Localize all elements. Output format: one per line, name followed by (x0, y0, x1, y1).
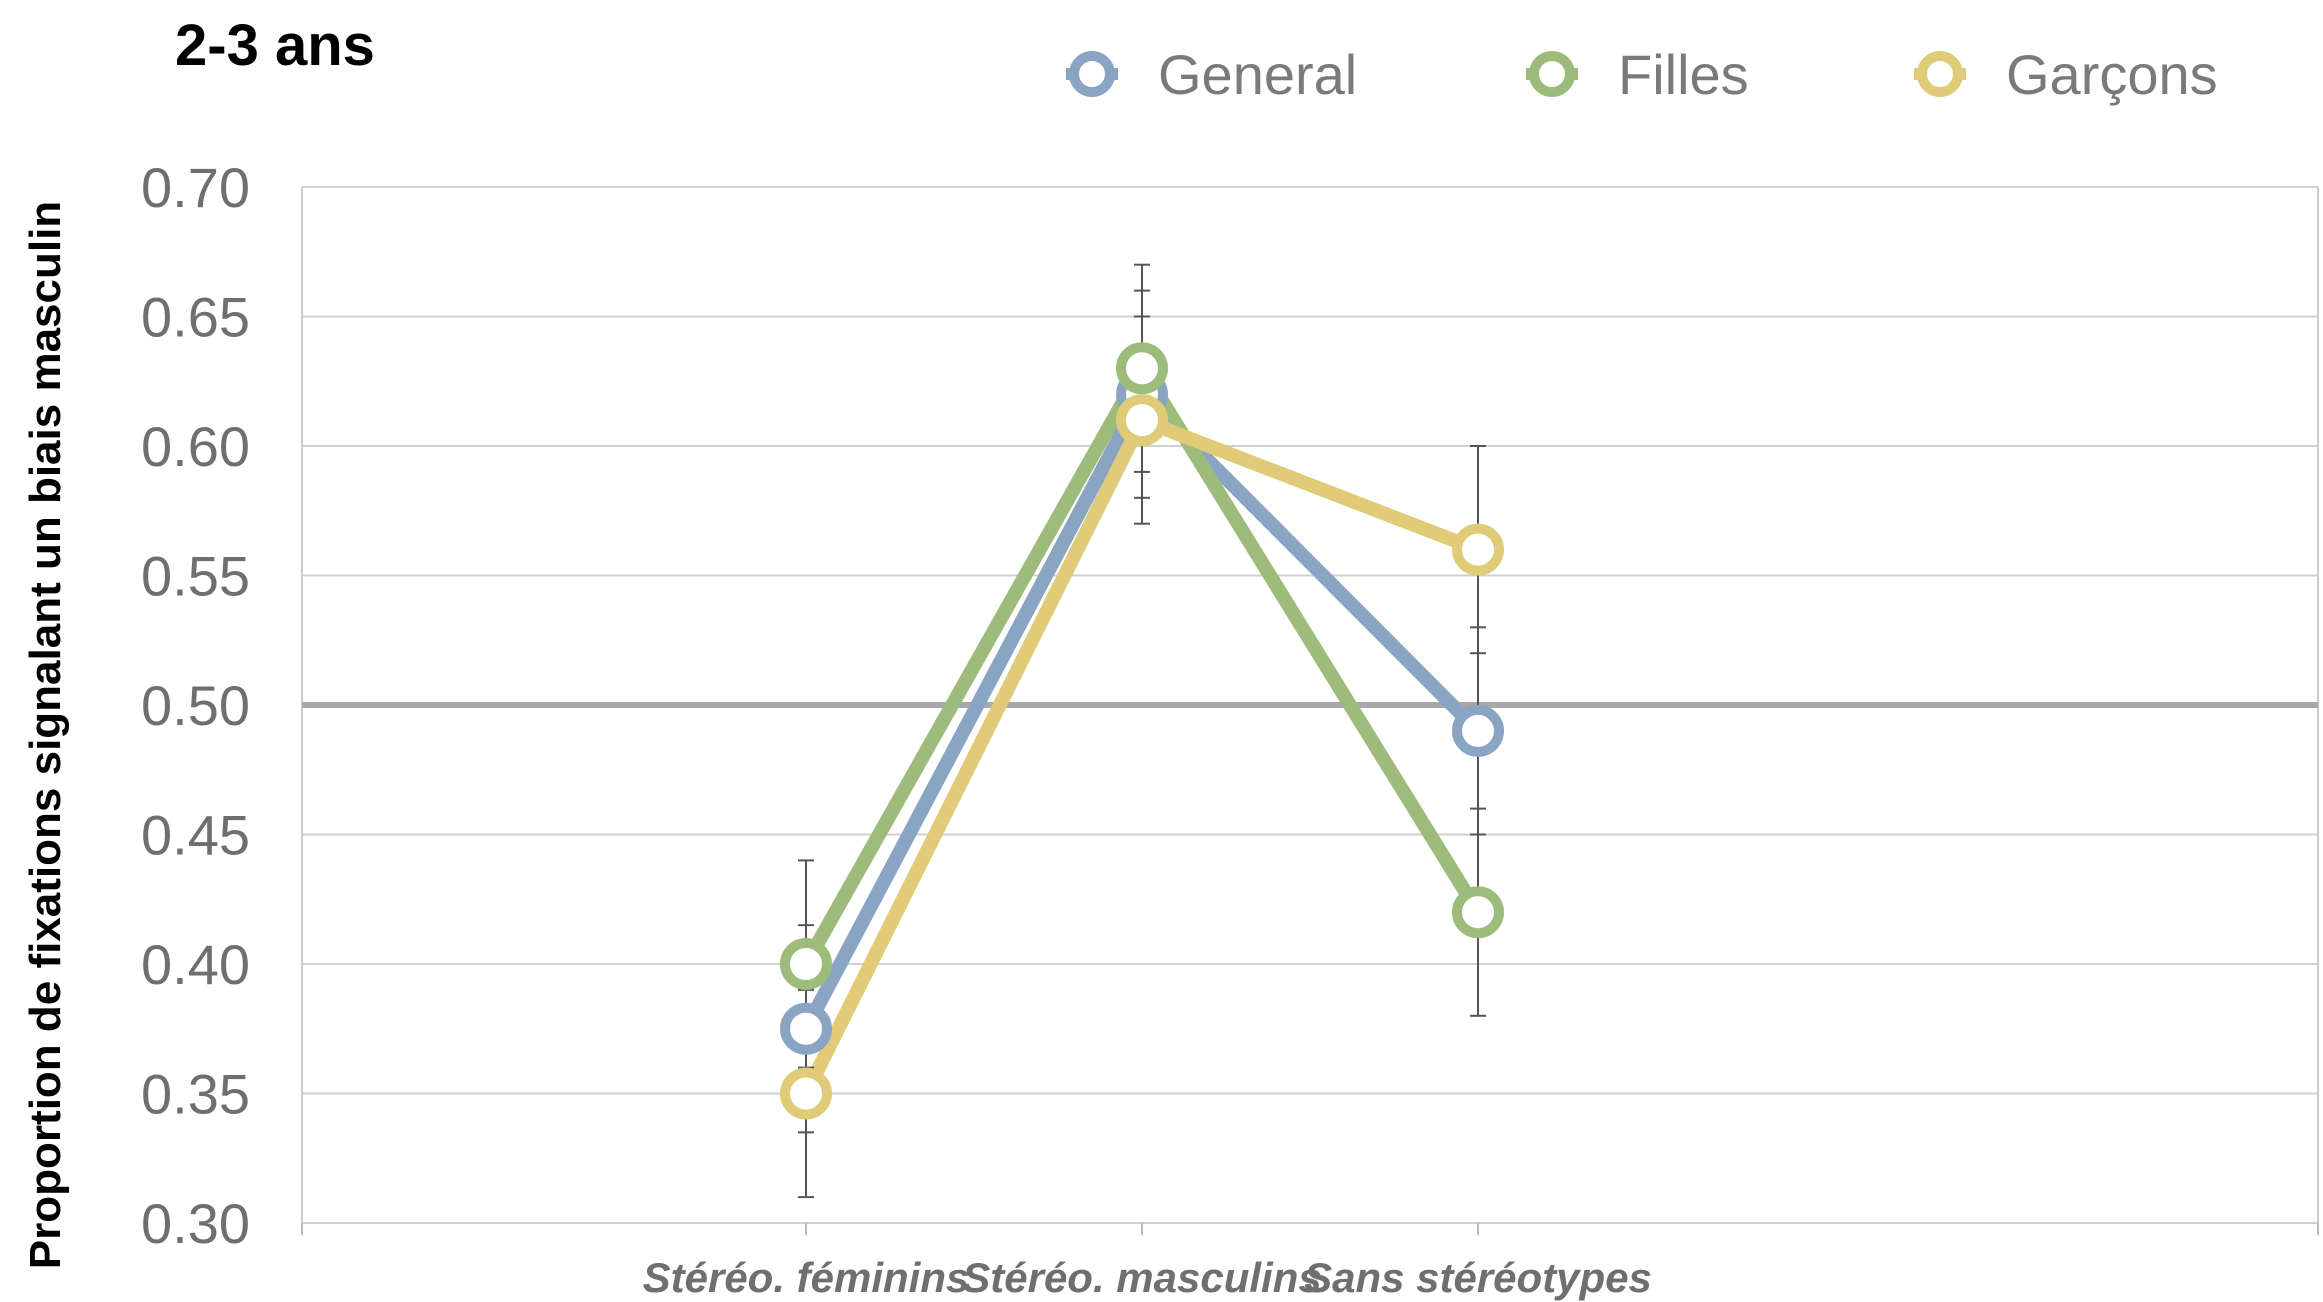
y-tick-label: 0.65 (141, 286, 250, 349)
data-point (1116, 394, 1168, 447)
chart-title: 2-3 ans (175, 13, 375, 78)
y-tick-label: 0.45 (141, 804, 250, 867)
legend-swatch-marker (1917, 51, 1963, 97)
x-category-label: Sans stéréotypes (1304, 1254, 1652, 1301)
data-point (780, 1067, 832, 1120)
x-category-label: Stéréo. masculins (962, 1254, 1321, 1301)
y-tick-label: 0.50 (141, 674, 250, 737)
y-tick-label: 0.35 (141, 1063, 250, 1126)
data-point (780, 938, 832, 990)
data-point (1116, 342, 1168, 395)
legend-swatch-marker (1529, 51, 1575, 97)
y-axis-label: Proportion de fixations signalant un bia… (21, 201, 70, 1269)
data-point (780, 1002, 832, 1055)
y-tick-label: 0.30 (141, 1192, 250, 1255)
y-tick-label: 0.55 (141, 545, 250, 608)
legend-label: Garçons (2006, 43, 2218, 106)
gridlines (301, 186, 2319, 1224)
legend-swatch-marker (1069, 51, 1115, 97)
legend: General Filles Garçons (1066, 43, 2218, 106)
y-tick-label: 0.40 (141, 933, 250, 996)
legend-label: General (1158, 43, 1357, 106)
data-point (1452, 886, 1504, 939)
legend-label: Filles (1618, 43, 1749, 106)
data-point (1452, 704, 1504, 757)
series-points (780, 342, 1504, 1120)
y-tick-label: 0.60 (141, 415, 250, 478)
x-category-label: Stéréo. féminins (643, 1254, 970, 1301)
y-tick-label: 0.70 (141, 156, 250, 219)
data-point (1452, 523, 1504, 576)
y-axis-ticks: 0.70 0.65 0.60 0.55 0.50 0.45 0.40 0.35 0.30 (141, 156, 250, 1255)
